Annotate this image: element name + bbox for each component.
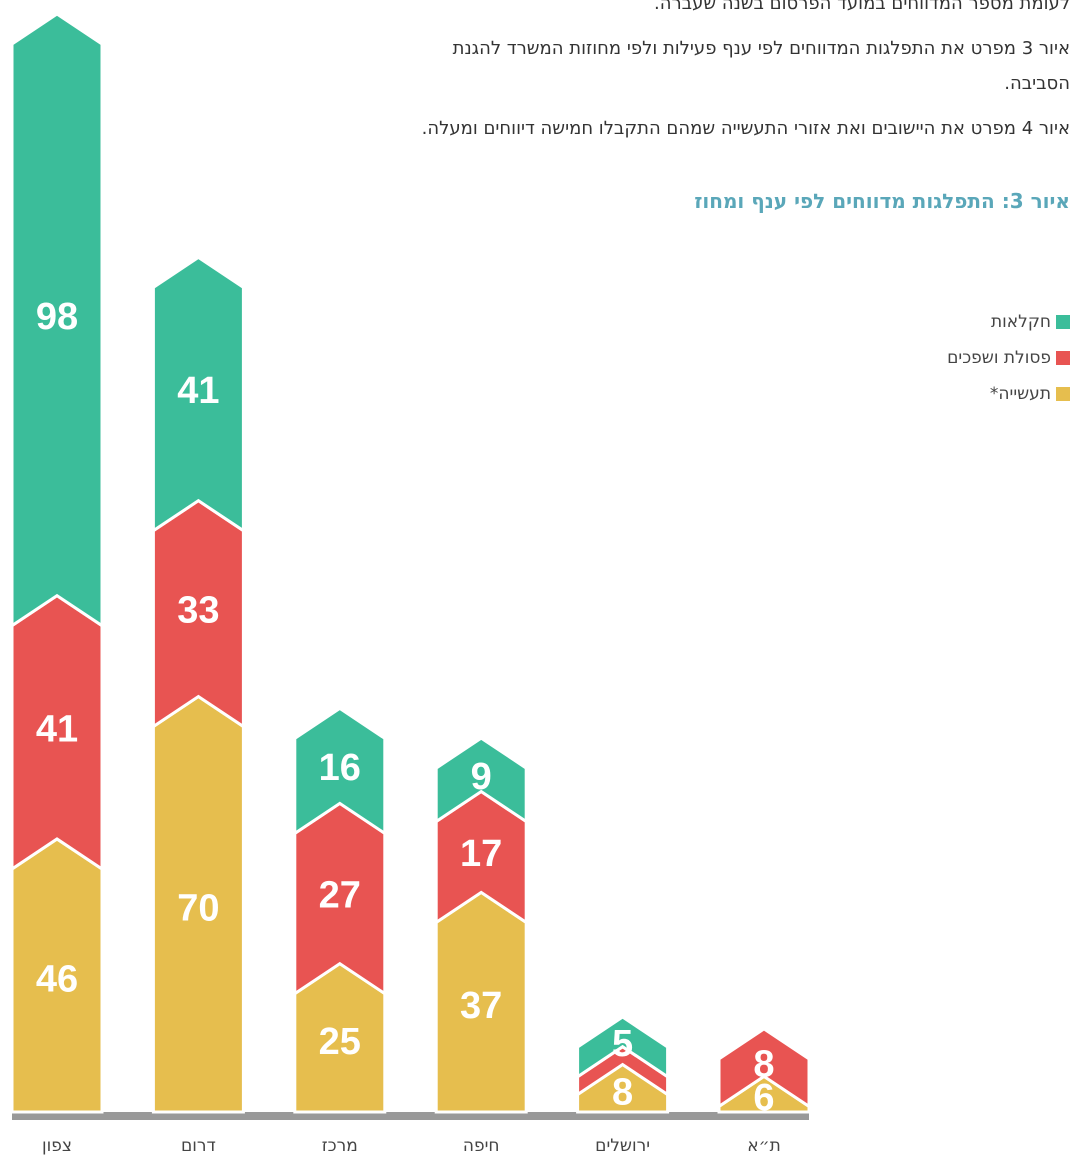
- data-label: 17: [460, 833, 502, 875]
- legend-swatch: [1056, 351, 1070, 365]
- data-label: 16: [319, 747, 361, 789]
- data-label: 70: [177, 887, 219, 929]
- bar-segment: [293, 706, 387, 837]
- legend-label: תעשייה*: [990, 384, 1051, 404]
- text-block: לעומת מספר המדווחים במועד הפרסום בשנה שע…: [400, 0, 1070, 219]
- bar-segment: [717, 1027, 811, 1110]
- data-label: 8: [612, 1071, 633, 1113]
- paragraph: לעומת מספר המדווחים במועד הפרסום בשנה שע…: [654, 0, 1070, 14]
- x-tick-label: ירושלים: [595, 1136, 650, 1156]
- legend-label: חקלאות: [991, 312, 1051, 332]
- legend-swatch: [1056, 315, 1070, 329]
- data-label: 33: [177, 590, 219, 632]
- chart-title: איור 3: התפלגות מדווחים לפי ענף ומחוז: [694, 189, 1070, 213]
- legend-label: פסולת ושפכים: [947, 348, 1051, 368]
- paragraph: איור 4 מפרט את היישובים ואת אזורי התעשיי…: [421, 118, 1070, 139]
- data-label: 8: [753, 1044, 774, 1086]
- x-tick-label: ת״א: [747, 1136, 781, 1156]
- data-label: 41: [36, 708, 78, 750]
- data-label: 37: [460, 985, 502, 1027]
- legend-swatch: [1056, 387, 1070, 401]
- x-tick-label: חיפה: [463, 1136, 500, 1156]
- bar-segment: [434, 736, 528, 825]
- data-label: 46: [36, 959, 78, 1001]
- data-label: 6: [753, 1077, 774, 1119]
- paragraph: איור 3 מפרט את התפלגות המדווחים לפי ענף …: [452, 38, 1070, 94]
- data-label: 25: [319, 1021, 361, 1063]
- baseline: [12, 1112, 809, 1120]
- bar-segment: [151, 255, 245, 534]
- bar-segment: [576, 1015, 670, 1080]
- bar-segment: [10, 12, 104, 629]
- data-label: 27: [319, 875, 361, 917]
- x-tick-label: דרום: [181, 1136, 216, 1156]
- x-tick-label: מרכז: [322, 1136, 358, 1156]
- x-tick-label: צפון: [42, 1136, 72, 1156]
- data-label: 9: [471, 756, 492, 798]
- data-label: 41: [177, 370, 219, 412]
- data-label: 5: [612, 1023, 633, 1065]
- data-label: 98: [36, 296, 78, 338]
